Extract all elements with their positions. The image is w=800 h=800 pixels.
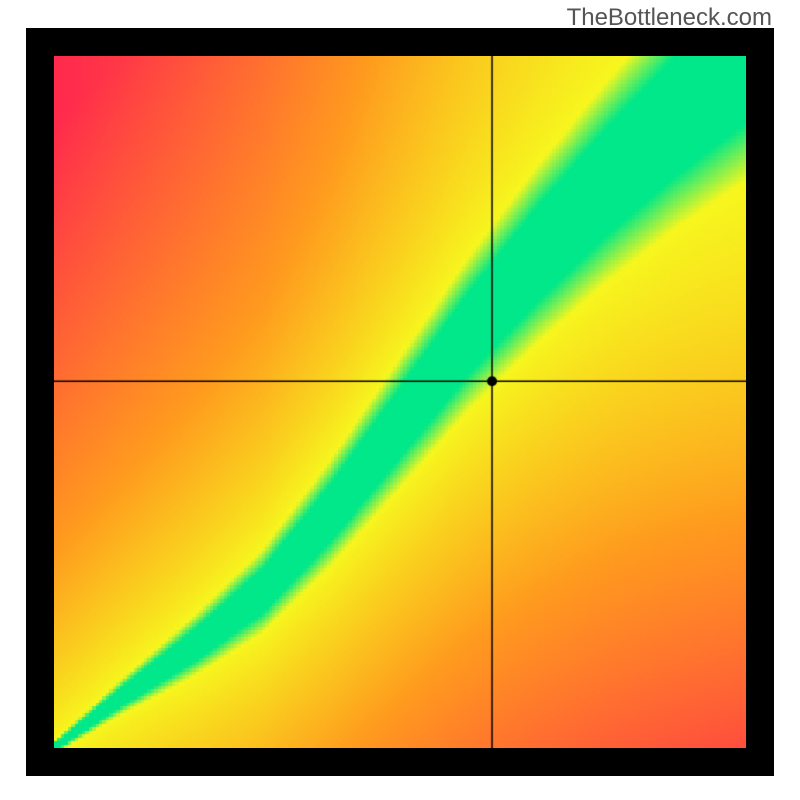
crosshair-overlay [54, 56, 746, 748]
watermark-text: TheBottleneck.com [567, 4, 772, 32]
heatmap-plot [54, 56, 746, 748]
